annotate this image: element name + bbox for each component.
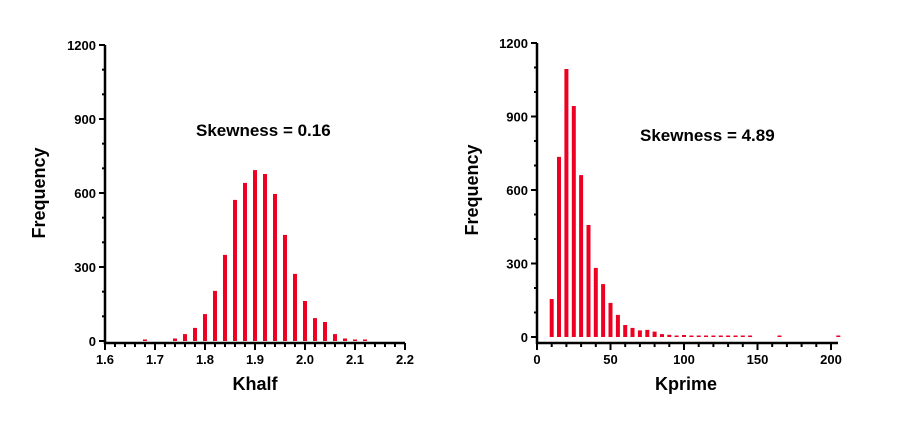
y-tick-label: 900 <box>74 112 96 127</box>
histogram-bar <box>143 339 147 341</box>
x-axis: 0 50 100 150 200 <box>533 341 842 367</box>
histogram-bar <box>777 335 782 337</box>
histogram-bar <box>579 175 584 337</box>
histogram-bar <box>601 284 606 337</box>
histogram-bar <box>213 290 217 341</box>
histogram-bar <box>718 335 723 337</box>
histogram-bar <box>586 225 591 337</box>
histogram-bar <box>353 339 357 341</box>
histogram-bar <box>740 335 745 337</box>
histogram-bar <box>571 106 576 337</box>
histogram-bar <box>223 254 227 341</box>
histogram-bar <box>836 335 841 337</box>
histogram-bar <box>193 327 197 341</box>
histogram-bar <box>557 156 561 337</box>
histogram-bar <box>323 322 327 341</box>
histogram-bar <box>615 314 620 337</box>
histogram-bar <box>711 335 716 337</box>
histogram-bar <box>549 299 554 337</box>
histogram-bar <box>363 339 367 341</box>
histogram-bar <box>273 194 277 341</box>
y-tick-label: 900 <box>506 110 528 125</box>
histogram-bar <box>652 331 657 337</box>
histogram-bar <box>630 327 635 337</box>
bars <box>143 170 367 341</box>
skewness-annotation: Skewness = 4.89 <box>640 126 775 145</box>
x-tick-label: 1.7 <box>146 352 164 367</box>
histogram-bar <box>283 234 287 341</box>
histogram-bar <box>233 199 237 341</box>
histogram-bar <box>564 69 569 337</box>
histogram-bar <box>748 335 753 337</box>
histogram-bar <box>608 302 613 337</box>
y-axis-title: Frequency <box>462 144 482 235</box>
bars <box>549 69 841 337</box>
y-tick-label: 600 <box>506 183 528 198</box>
y-tick-label: 300 <box>74 260 96 275</box>
histogram-bar <box>343 338 347 341</box>
x-tick-label: 100 <box>673 352 695 367</box>
histogram-bar <box>313 318 317 341</box>
histogram-bar <box>333 334 337 341</box>
histogram-bar <box>243 182 247 341</box>
histogram-bar <box>173 338 177 341</box>
x-axis: 1.6 1.7 1.8 1.9 2.0 2.1 2.2 <box>96 341 414 367</box>
y-tick-label: 0 <box>89 334 96 349</box>
y-tick-label: 1200 <box>499 36 528 51</box>
y-tick-label: 0 <box>521 330 528 345</box>
y-tick-label: 1200 <box>67 38 96 53</box>
x-tick-label: 0 <box>533 352 540 367</box>
histogram-bar <box>183 334 187 341</box>
y-tick-label: 600 <box>74 186 96 201</box>
x-axis-title: Kprime <box>655 374 717 394</box>
histogram-bar <box>660 334 664 337</box>
histogram-bar <box>645 329 650 337</box>
y-tick-label: 300 <box>506 257 528 272</box>
x-tick-label: 50 <box>603 352 617 367</box>
kprime-histogram: Skewness = 4.89 Kprime Frequency 0 300 600… <box>462 36 842 394</box>
histogram-bar <box>704 335 708 337</box>
khalf-histogram: Skewness = 0.16 Khalf Frequency 0 300 600 9… <box>29 38 414 394</box>
histogram-bar <box>667 334 672 337</box>
x-tick-label: 1.9 <box>246 352 264 367</box>
histogram-bar <box>303 301 307 341</box>
histogram-bar <box>623 325 628 337</box>
y-axis: 0 300 600 900 1200 <box>499 36 539 345</box>
x-tick-label: 150 <box>747 352 769 367</box>
y-axis-title: Frequency <box>29 147 49 238</box>
histogram-bar <box>674 335 679 337</box>
x-tick-label: 1.8 <box>196 352 214 367</box>
histogram-bar <box>637 330 642 337</box>
histogram-bar <box>733 335 738 337</box>
histogram-bar <box>253 170 257 341</box>
x-tick-label: 1.6 <box>96 352 114 367</box>
histogram-bar <box>682 335 686 337</box>
x-tick-label: 2.1 <box>346 352 364 367</box>
histogram-bar <box>203 314 207 341</box>
skewness-annotation: Skewness = 0.16 <box>196 121 331 140</box>
histogram-bar <box>593 267 598 337</box>
y-axis: 0 300 600 900 1200 <box>67 38 107 349</box>
x-tick-label: 2.0 <box>296 352 314 367</box>
histogram-bar <box>689 335 694 337</box>
histogram-bar <box>696 335 701 337</box>
x-axis-title: Khalf <box>233 374 279 394</box>
histogram-bar <box>293 273 297 341</box>
x-tick-label: 200 <box>820 352 842 367</box>
histogram-bar <box>726 335 731 337</box>
x-tick-label: 2.2 <box>396 352 414 367</box>
histogram-bar <box>263 174 267 341</box>
